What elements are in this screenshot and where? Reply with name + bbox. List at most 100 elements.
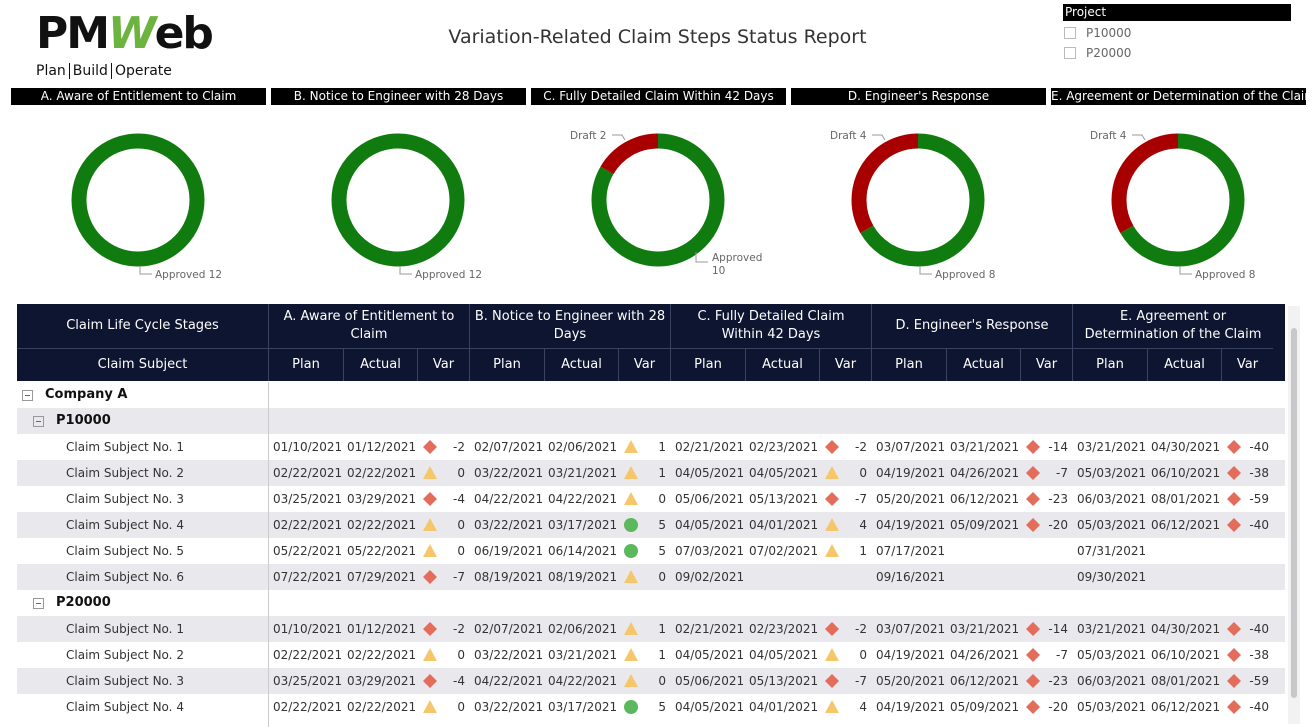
claim-subject: Claim Subject No. 5 bbox=[66, 544, 184, 558]
status-diamond bbox=[423, 674, 437, 688]
expand-toggle[interactable] bbox=[22, 390, 33, 401]
actual-date: 04/05/2021 bbox=[749, 648, 819, 662]
header-cell: Actual bbox=[544, 348, 618, 381]
plan-date: 07/22/2021 bbox=[273, 570, 343, 584]
claim-subject: Claim Subject No. 2 bbox=[66, 466, 184, 480]
status-triangle bbox=[825, 700, 839, 713]
expand-toggle[interactable] bbox=[33, 598, 44, 609]
logo-letters: eb bbox=[154, 8, 214, 59]
status-triangle bbox=[624, 492, 638, 505]
plan-date: 02/22/2021 bbox=[273, 466, 343, 480]
slicer-option[interactable]: P10000 bbox=[1086, 26, 1132, 40]
variance: 5 bbox=[658, 518, 666, 532]
claim-subject: Claim Subject No. 3 bbox=[66, 492, 184, 506]
leader-line bbox=[399, 266, 412, 275]
plan-date: 04/05/2021 bbox=[675, 648, 745, 662]
variance: -20 bbox=[1048, 700, 1068, 714]
plan-date: 04/22/2021 bbox=[474, 674, 544, 688]
segment-name: Draft bbox=[830, 130, 856, 142]
plan-date: 07/17/2021 bbox=[876, 544, 946, 558]
slicer-checkbox[interactable] bbox=[1064, 47, 1076, 59]
plan-date: 05/06/2021 bbox=[675, 674, 745, 688]
status-icon bbox=[1227, 700, 1241, 714]
actual-date: 02/22/2021 bbox=[347, 648, 417, 662]
variance: -7 bbox=[855, 492, 867, 506]
scrollbar[interactable] bbox=[1288, 306, 1300, 724]
header-cell: Plan bbox=[1072, 348, 1147, 381]
actual-date: 05/13/2021 bbox=[749, 674, 819, 688]
status-diamond bbox=[1026, 700, 1040, 714]
plan-date: 06/19/2021 bbox=[474, 544, 544, 558]
status-icon bbox=[423, 700, 437, 713]
header-cell: Var bbox=[819, 348, 871, 381]
status-icon bbox=[825, 518, 839, 531]
leader-line bbox=[1132, 134, 1146, 141]
actual-date: 03/29/2021 bbox=[347, 492, 417, 506]
status-icon bbox=[1227, 674, 1241, 688]
status-diamond bbox=[1227, 492, 1241, 506]
variance: 1 bbox=[859, 544, 867, 558]
variance: 1 bbox=[658, 440, 666, 454]
plan-date: 01/10/2021 bbox=[273, 622, 343, 636]
scroll-thumb[interactable] bbox=[1291, 328, 1297, 698]
variance: -2 bbox=[453, 622, 465, 636]
plan-date: 03/22/2021 bbox=[474, 466, 544, 480]
variance: -14 bbox=[1048, 622, 1068, 636]
slicer-option[interactable]: P20000 bbox=[1086, 46, 1132, 60]
plan-date: 06/03/2021 bbox=[1077, 674, 1147, 688]
status-triangle bbox=[423, 544, 437, 557]
actual-date: 04/26/2021 bbox=[950, 648, 1020, 662]
tagline-word: Plan bbox=[36, 63, 66, 79]
donut-label: Approved 8 bbox=[1195, 269, 1255, 281]
status-icon bbox=[1026, 492, 1040, 506]
plan-date: 05/03/2021 bbox=[1077, 648, 1147, 662]
header-cell: C. Fully Detailed Claim Within 42 Days bbox=[670, 304, 871, 348]
slicer-header[interactable]: Project bbox=[1063, 4, 1291, 21]
actual-date: 01/12/2021 bbox=[347, 440, 417, 454]
claim-subject: Claim Subject No. 3 bbox=[66, 674, 184, 688]
status-icon bbox=[423, 492, 437, 506]
status-icon bbox=[624, 674, 638, 687]
variance: 5 bbox=[658, 700, 666, 714]
segment-name: Approved bbox=[935, 269, 985, 281]
status-circle bbox=[624, 518, 638, 532]
plan-date: 03/25/2021 bbox=[273, 674, 343, 688]
status-icon bbox=[1227, 648, 1241, 662]
plan-date: 04/19/2021 bbox=[876, 466, 946, 480]
stage-banner: B. Notice to Engineer with 28 Days bbox=[271, 88, 526, 105]
actual-date: 05/09/2021 bbox=[950, 518, 1020, 532]
actual-date: 04/05/2021 bbox=[749, 466, 819, 480]
status-icon bbox=[825, 622, 839, 636]
variance: -40 bbox=[1249, 700, 1269, 714]
plan-date: 03/22/2021 bbox=[474, 700, 544, 714]
variance: -20 bbox=[1048, 518, 1068, 532]
donut-segment bbox=[1111, 133, 1245, 267]
plan-date: 09/16/2021 bbox=[876, 570, 946, 584]
expand-toggle[interactable] bbox=[33, 416, 44, 427]
claim-subject: Claim Subject No. 4 bbox=[66, 700, 184, 714]
status-icon bbox=[423, 466, 437, 479]
row-band bbox=[17, 642, 1285, 668]
toggle-minus bbox=[36, 421, 41, 422]
status-icon bbox=[624, 440, 638, 453]
actual-date: 02/23/2021 bbox=[749, 622, 819, 636]
status-triangle bbox=[624, 674, 638, 687]
stage-banner: A. Aware of Entitlement to Claim bbox=[11, 88, 266, 105]
slicer-checkbox[interactable] bbox=[1064, 27, 1076, 39]
plan-date: 09/02/2021 bbox=[675, 570, 745, 584]
status-circle bbox=[624, 544, 638, 558]
plan-date: 02/07/2021 bbox=[474, 622, 544, 636]
header-cell: Actual bbox=[343, 348, 417, 381]
project-name: P10000 bbox=[56, 413, 111, 428]
header-cell: Var bbox=[1020, 348, 1072, 381]
row-band bbox=[17, 408, 1285, 434]
stage-banner: D. Engineer's Response bbox=[791, 88, 1046, 105]
status-icon bbox=[423, 674, 437, 688]
variance: -23 bbox=[1048, 674, 1068, 688]
row-band bbox=[17, 590, 1285, 616]
status-icon bbox=[1026, 440, 1040, 454]
plan-date: 02/21/2021 bbox=[675, 622, 745, 636]
claim-subject: Claim Subject No. 2 bbox=[66, 648, 184, 662]
variance: -2 bbox=[855, 440, 867, 454]
